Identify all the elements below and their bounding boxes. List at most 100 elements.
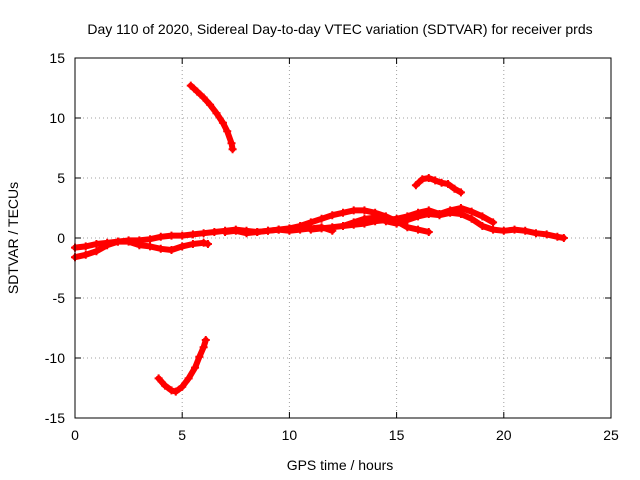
data-point <box>103 238 112 247</box>
data-point <box>553 232 562 241</box>
x-tick-label: 20 <box>496 427 512 443</box>
data-point <box>223 127 232 136</box>
y-tick-label: -5 <box>53 290 66 306</box>
data-point <box>184 374 193 383</box>
data-point <box>418 175 427 184</box>
data-point <box>414 225 423 234</box>
data-point <box>478 222 487 230</box>
data-point <box>81 250 90 259</box>
x-tick-label: 5 <box>178 427 186 443</box>
data-point <box>203 240 212 248</box>
data-point <box>124 236 133 245</box>
data-point <box>559 234 568 242</box>
data-point <box>206 100 215 109</box>
data-point <box>414 212 423 221</box>
data-point <box>317 224 326 233</box>
data-point <box>381 217 390 226</box>
data-point <box>156 244 165 253</box>
data-point <box>446 208 455 217</box>
data-point <box>328 211 337 220</box>
y-tick-label: 15 <box>49 50 65 66</box>
data-point <box>186 81 195 90</box>
data-point <box>467 214 476 223</box>
data-point <box>135 236 144 245</box>
data-point <box>193 87 202 96</box>
data-point <box>274 225 283 234</box>
data-point <box>403 216 412 224</box>
data-point <box>531 229 540 238</box>
data-point <box>191 363 200 372</box>
data-point <box>242 229 251 238</box>
data-point <box>489 218 498 227</box>
data-point <box>339 208 347 217</box>
data-point <box>167 231 176 240</box>
data-point <box>521 226 530 235</box>
data-point <box>212 109 221 118</box>
y-tick-label: 5 <box>57 170 65 186</box>
series-track-high <box>186 81 237 154</box>
data-point <box>113 237 122 246</box>
data-point <box>195 352 204 361</box>
data-point <box>456 188 465 197</box>
data-point <box>178 382 187 391</box>
data-point <box>154 374 163 383</box>
data-point <box>510 225 519 234</box>
data-series <box>71 81 568 396</box>
data-point <box>171 387 180 396</box>
data-point <box>201 336 210 344</box>
data-point <box>467 207 476 216</box>
x-tick-label: 25 <box>603 427 619 443</box>
data-point <box>161 381 170 390</box>
y-axis-label: SDTVAR / TECUs <box>5 182 21 294</box>
data-point <box>285 224 294 233</box>
data-point <box>317 214 326 223</box>
data-point <box>424 174 433 182</box>
data-point <box>360 206 369 215</box>
data-point <box>435 211 444 220</box>
data-point <box>221 228 230 236</box>
data-point <box>188 230 197 239</box>
data-point <box>349 206 358 215</box>
y-tick-label: 0 <box>57 230 65 246</box>
y-tick-label: -15 <box>45 410 65 426</box>
chart-title: Day 110 of 2020, Sidereal Day-to-day VTE… <box>87 21 592 37</box>
data-point <box>253 228 262 236</box>
data-point <box>199 229 208 238</box>
x-axis-label: GPS time / hours <box>287 457 394 473</box>
data-point <box>306 218 315 227</box>
data-point <box>444 180 453 188</box>
data-point <box>146 242 155 251</box>
data-point <box>156 232 165 241</box>
data-point <box>403 223 412 232</box>
data-point <box>339 222 347 230</box>
y-tick-label: -10 <box>45 350 65 366</box>
data-point <box>227 139 236 148</box>
data-point <box>146 235 155 244</box>
data-point <box>360 214 369 223</box>
data-point <box>392 219 401 228</box>
data-point <box>437 178 446 187</box>
data-point <box>167 246 176 254</box>
data-point <box>199 93 208 102</box>
x-tick-label: 10 <box>282 427 298 443</box>
data-point <box>92 240 101 248</box>
axis-ticks: 0 5 10 15 20 25 -15 -10 -5 0 5 10 15 <box>45 50 619 443</box>
data-point <box>306 225 315 234</box>
data-point <box>188 240 197 248</box>
data-point <box>228 145 237 154</box>
y-tick-label: 10 <box>49 110 65 126</box>
data-point <box>489 225 498 234</box>
data-point <box>411 181 420 190</box>
series-track-late <box>339 208 568 242</box>
data-point <box>499 226 508 235</box>
data-point <box>450 184 459 193</box>
data-point <box>210 228 219 236</box>
data-point <box>349 218 358 227</box>
data-point <box>92 247 101 256</box>
series-trace <box>155 337 209 395</box>
data-point <box>218 118 227 127</box>
grid-lines <box>75 58 611 418</box>
series-track-hump <box>411 174 465 197</box>
data-point <box>542 230 551 239</box>
